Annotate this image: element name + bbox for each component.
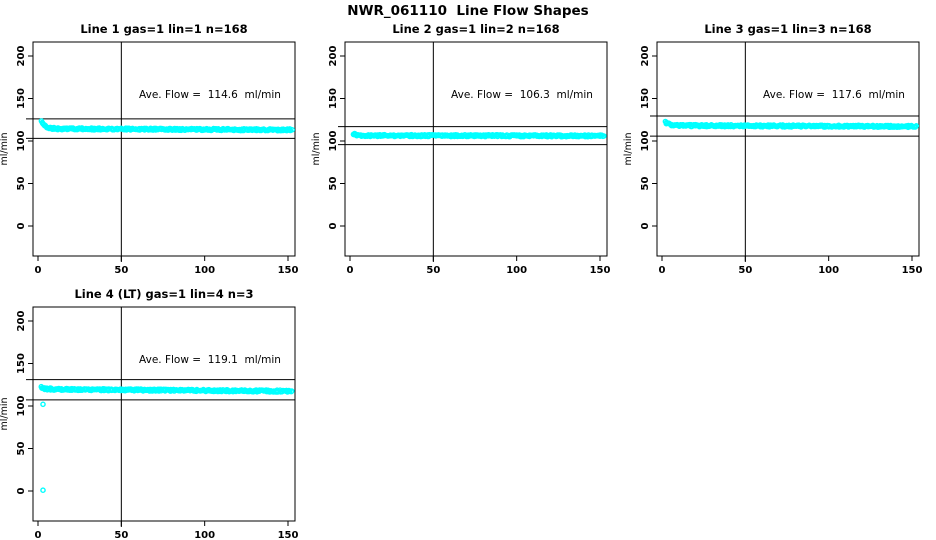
y-tick-label: 0 — [640, 222, 651, 229]
y-tick-label: 0 — [16, 487, 27, 494]
x-tick-label: 0 — [35, 265, 42, 276]
ave-flow-annotation: Ave. Flow = 119.1 ml/min — [139, 354, 281, 366]
y-tick-label: 50 — [328, 177, 339, 191]
x-tick-label: 150 — [590, 265, 611, 276]
ave-flow-annotation: Ave. Flow = 117.6 ml/min — [763, 89, 905, 101]
y-tick-label: 100 — [16, 396, 27, 417]
y-axis-label: ml/min — [0, 397, 10, 430]
subplot-line-3: 0 50 100 150 0 50 100 150 200 ml/min Line 3 gas=1 … — [623, 22, 922, 276]
x-tick-label: 100 — [194, 265, 215, 276]
y-tick-label: 150 — [16, 88, 27, 109]
y-tick-label: 150 — [640, 88, 651, 109]
y-tick-label: 100 — [16, 131, 27, 152]
y-tick-label: 100 — [640, 131, 651, 152]
plot-box — [32, 306, 296, 522]
plot-box — [656, 41, 920, 257]
x-tick-label: 100 — [194, 530, 215, 540]
y-axis-label: ml/min — [0, 132, 10, 165]
flow-data-points — [38, 118, 296, 134]
plot-box — [344, 41, 608, 257]
y-tick-label: 0 — [328, 222, 339, 229]
x-tick-label: 100 — [506, 265, 527, 276]
subplot-title: Line 2 gas=1 lin=2 n=168 — [392, 22, 559, 36]
subplot-title: Line 3 gas=1 lin=3 n=168 — [704, 22, 871, 36]
y-tick-label: 200 — [328, 46, 339, 67]
subplot-line-2: 0 50 100 150 0 50 100 150 200 ml/min Line 2 gas=1 … — [311, 22, 610, 276]
x-tick-label: 100 — [818, 265, 839, 276]
x-tick-label: 0 — [35, 530, 42, 540]
y-axis-label: ml/min — [311, 132, 322, 165]
y-tick-label: 150 — [328, 88, 339, 109]
y-tick-label: 50 — [640, 177, 651, 191]
y-tick-label: 50 — [16, 177, 27, 191]
flow-data-points — [662, 118, 920, 131]
x-tick-label: 0 — [347, 265, 354, 276]
figure-title: NWR_061110 Line Flow Shapes — [347, 3, 589, 19]
y-axis-label: ml/min — [623, 132, 634, 165]
subplot-line-1: 0 50 100 150 0 50 100 150 200 ml/min Line 1 gas=1 … — [0, 22, 298, 276]
x-tick-label: 50 — [114, 265, 128, 276]
outlier-point — [40, 487, 46, 493]
subplot-line-4: 0 50 100 150 0 50 100 150 200 ml/min Line 4 (LT) g… — [0, 287, 298, 540]
y-tick-label: 200 — [640, 46, 651, 67]
plot-box — [32, 41, 296, 257]
x-tick-label: 150 — [278, 265, 299, 276]
outlier-point — [40, 401, 46, 408]
flow-data-points — [38, 383, 295, 395]
x-tick-label: 0 — [659, 265, 666, 276]
x-tick-label: 50 — [426, 265, 440, 276]
flow-data-points — [350, 130, 607, 140]
y-tick-label: 150 — [16, 353, 27, 374]
x-tick-label: 150 — [278, 530, 299, 540]
ave-flow-annotation: Ave. Flow = 114.6 ml/min — [139, 89, 281, 101]
y-tick-label: 200 — [16, 311, 27, 332]
y-tick-label: 0 — [16, 222, 27, 229]
y-tick-label: 200 — [16, 46, 27, 67]
y-tick-label: 100 — [328, 131, 339, 152]
x-tick-label: 50 — [114, 530, 128, 540]
x-tick-label: 50 — [738, 265, 752, 276]
x-tick-label: 150 — [902, 265, 923, 276]
subplot-title: Line 4 (LT) gas=1 lin=4 n=3 — [74, 287, 253, 301]
ave-flow-annotation: Ave. Flow = 106.3 ml/min — [451, 89, 593, 101]
y-tick-label: 50 — [16, 442, 27, 456]
subplot-title: Line 1 gas=1 lin=1 n=168 — [80, 22, 247, 36]
